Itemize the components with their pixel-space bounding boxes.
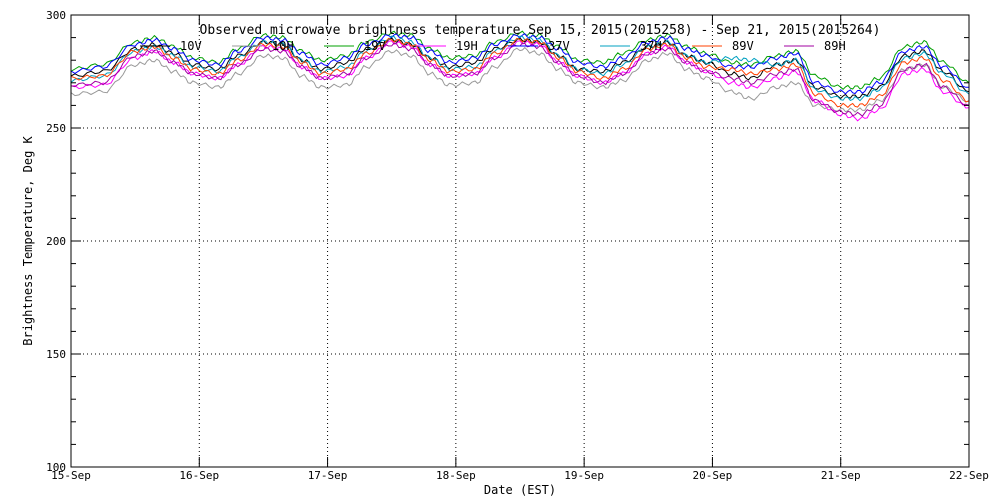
x-tick-label: 21-Sep bbox=[821, 469, 861, 482]
x-tick-label: 16-Sep bbox=[179, 469, 219, 482]
y-tick-label: 200 bbox=[46, 235, 66, 248]
series-line-89h bbox=[70, 42, 970, 117]
data-series bbox=[70, 30, 970, 122]
x-tick-label: 19-Sep bbox=[564, 469, 604, 482]
legend-label: 37H bbox=[640, 39, 662, 53]
y-tick-label: 150 bbox=[46, 348, 66, 361]
grid-lines bbox=[71, 15, 969, 467]
legend-label: 89V bbox=[732, 39, 754, 53]
series-line-37h bbox=[70, 35, 970, 102]
y-tick-label: 250 bbox=[46, 122, 66, 135]
y-tick-label: 300 bbox=[46, 9, 66, 22]
legend-label: 10H bbox=[272, 39, 294, 53]
legend: 10V 10H 19V 19H 37V 37H 89V 89H bbox=[140, 39, 846, 53]
chart-title: Observed microwave brightness temperatur… bbox=[200, 23, 881, 38]
legend-label: 89H bbox=[824, 39, 846, 53]
x-tick-label: 15-Sep bbox=[51, 469, 91, 482]
legend-label: 10V bbox=[180, 39, 202, 53]
legend-label: 37V bbox=[548, 39, 570, 53]
series-line-10h bbox=[70, 46, 970, 113]
x-tick-label: 17-Sep bbox=[308, 469, 348, 482]
legend-label: 19V bbox=[364, 39, 386, 53]
x-tick-label: 18-Sep bbox=[436, 469, 476, 482]
x-axis-label: Date (EST) bbox=[484, 483, 556, 497]
axis-ticks: 100 150 200 250 300 15-Sep 16-Sep 17-Sep 18-Sep 1… bbox=[46, 9, 989, 482]
y-axis-label: Brightness Temperature, Deg K bbox=[21, 135, 35, 345]
series-line-10v bbox=[70, 37, 970, 100]
series-line-37v bbox=[70, 33, 969, 95]
series-line-89v bbox=[70, 37, 970, 109]
legend-label: 19H bbox=[456, 39, 478, 53]
x-tick-label: 22-Sep bbox=[949, 469, 989, 482]
x-tick-label: 20-Sep bbox=[693, 469, 733, 482]
y-tick-label: 100 bbox=[46, 461, 66, 474]
